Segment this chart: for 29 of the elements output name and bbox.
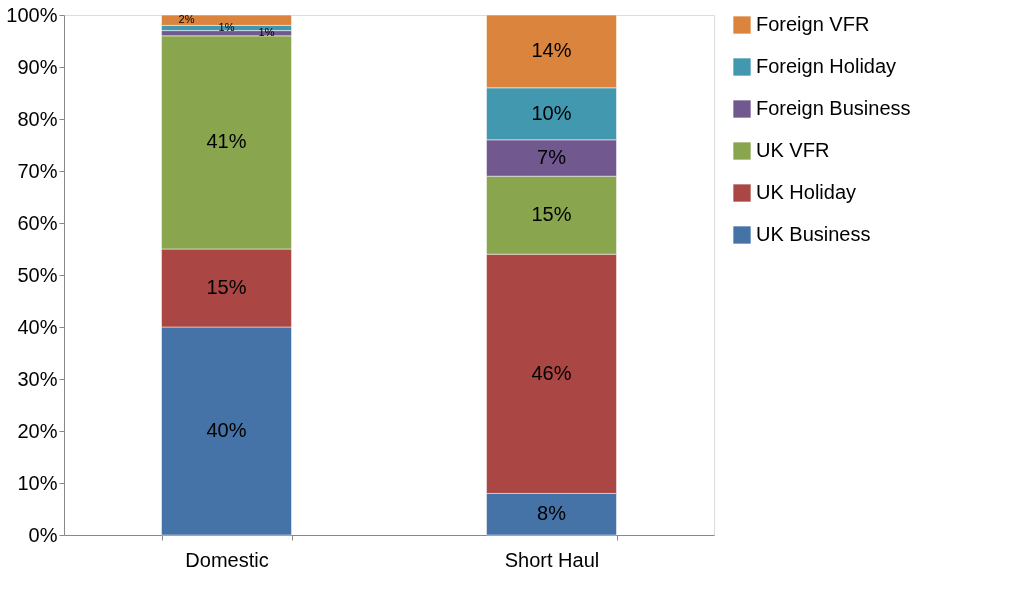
data-label: 15% <box>206 276 247 298</box>
data-label: 41% <box>206 130 247 153</box>
data-label: 2% <box>178 13 195 26</box>
legend-label: UK Business <box>756 223 871 245</box>
y-tick-label: 20% <box>17 419 58 442</box>
y-tick-label: 70% <box>17 159 58 182</box>
legend-label: Foreign Business <box>756 97 911 119</box>
y-tick-label: 90% <box>17 55 58 78</box>
legend-label: UK Holiday <box>756 181 857 203</box>
x-tick-label: Domestic <box>185 548 269 571</box>
y-tick-label: 100% <box>6 3 58 26</box>
legend-label: UK VFR <box>756 139 830 161</box>
data-label: 14% <box>531 39 572 62</box>
y-tick-label: 0% <box>28 523 58 546</box>
y-tick-label: 80% <box>17 107 58 130</box>
data-label: 7% <box>537 146 567 168</box>
legend-label: Foreign Holiday <box>756 55 897 77</box>
data-label: 10% <box>531 101 572 124</box>
data-label: 8% <box>537 502 567 525</box>
data-label: 46% <box>531 361 572 384</box>
data-label: 15% <box>531 203 572 226</box>
legend-label: Foreign VFR <box>756 13 870 35</box>
y-tick-label: 50% <box>17 263 58 286</box>
x-tick-label: Short Haul <box>504 548 600 571</box>
y-tick-label: 40% <box>17 315 58 338</box>
y-tick-label: 60% <box>17 211 58 234</box>
y-tick-label: 10% <box>17 471 58 494</box>
y-tick-label: 30% <box>17 367 58 390</box>
data-label: 40% <box>206 419 247 441</box>
